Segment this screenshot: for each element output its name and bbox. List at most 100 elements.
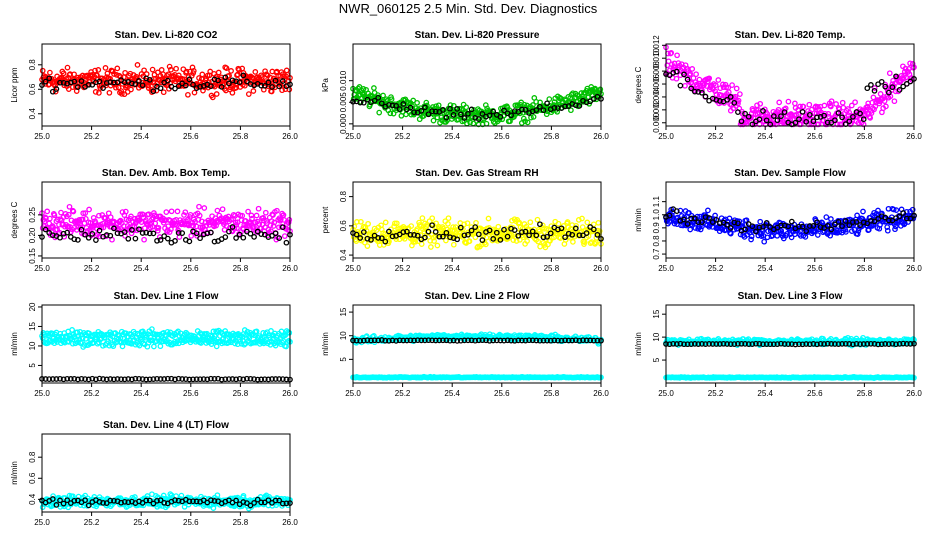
data-point-black: [519, 229, 525, 235]
data-point-black: [283, 239, 290, 246]
data-point: [253, 212, 260, 219]
data-point: [187, 211, 194, 218]
data-point-black: [868, 82, 874, 88]
data-point-black: [389, 233, 396, 240]
data-point-black: [511, 227, 518, 233]
data-point: [419, 215, 426, 221]
data-point-black: [190, 81, 196, 88]
data-point: [196, 212, 203, 219]
data-point: [387, 110, 394, 117]
x-tick-label: 25.8: [544, 132, 560, 141]
data-point-black: [283, 376, 290, 383]
data-point: [524, 119, 531, 126]
data-point: [270, 223, 277, 229]
data-point: [96, 339, 102, 346]
data-point: [134, 62, 141, 68]
x-tick-label: 25.0: [658, 264, 674, 273]
data-point: [431, 238, 437, 244]
data-point-black: [132, 375, 139, 382]
data-point: [149, 66, 156, 73]
data-point-black: [129, 227, 135, 233]
data-point-black: [393, 102, 399, 109]
data-point-black: [172, 376, 178, 383]
data-point-black: [269, 232, 275, 239]
data-point-black: [261, 231, 268, 238]
data-point-black: [803, 118, 810, 125]
data-point-black: [868, 217, 874, 224]
data-point: [286, 86, 293, 93]
data-point: [100, 342, 106, 349]
data-point-black: [251, 376, 257, 382]
x-tick-label: 25.0: [658, 389, 674, 398]
data-point-black: [547, 230, 554, 237]
data-point-black: [857, 110, 863, 117]
data-point: [285, 219, 292, 226]
data-point-black: [436, 233, 443, 240]
data-point: [82, 210, 89, 216]
data-point: [757, 218, 764, 225]
x-tick-label: 25.4: [757, 132, 773, 141]
y-tick-label: 5: [339, 357, 348, 362]
x-tick-label: 25.8: [233, 389, 249, 398]
data-point: [828, 98, 835, 105]
data-point-black: [501, 107, 507, 114]
data-point: [262, 209, 269, 216]
data-point-black: [222, 376, 229, 383]
data-point-black: [85, 376, 92, 383]
data-point: [71, 71, 77, 78]
data-point: [535, 238, 542, 245]
x-tick-label: 26.0: [906, 389, 922, 398]
data-point-black: [46, 376, 53, 382]
data-point: [410, 97, 417, 104]
data-point: [199, 71, 206, 78]
data-point-black: [146, 76, 153, 83]
data-point: [800, 103, 807, 110]
data-point-black: [526, 232, 532, 239]
data-point-black: [233, 376, 239, 383]
data-point: [222, 328, 229, 334]
data-point-black: [233, 235, 239, 241]
plot-panel-4: Stan. Dev. Amb. Box Temp.25.0 25.2 25.4 25.…: [10, 168, 298, 273]
data-point: [203, 223, 210, 229]
data-point: [668, 50, 675, 56]
data-point-black: [454, 106, 461, 112]
y-tick-label: 20: [28, 302, 37, 311]
data-point: [160, 89, 167, 96]
data-point: [530, 114, 537, 120]
data-point-black: [96, 78, 103, 85]
data-point-black: [414, 232, 421, 239]
data-point: [118, 88, 125, 94]
data-point: [380, 92, 386, 99]
x-tick-label: 26.0: [906, 132, 922, 141]
data-point-black: [240, 72, 247, 79]
data-point: [371, 85, 377, 91]
data-point-black: [215, 77, 221, 84]
data-point-black: [146, 230, 153, 237]
data-point-black: [864, 85, 871, 92]
data-point: [797, 103, 803, 110]
data-point: [507, 118, 513, 125]
data-point-black: [493, 229, 500, 236]
y-tick-label: 10: [652, 332, 661, 341]
data-point-black: [368, 236, 374, 243]
plot-frame: [352, 43, 602, 127]
data-point: [864, 103, 871, 110]
data-point-black: [360, 229, 367, 235]
data-point-black: [497, 114, 504, 120]
data-point-black: [200, 376, 207, 382]
data-point-black: [735, 220, 741, 227]
data-point: [687, 70, 694, 77]
data-point: [86, 206, 92, 213]
data-point-black: [146, 376, 153, 383]
plot-title: Stan. Dev. Line 4 (LT) Flow: [103, 420, 229, 431]
data-point-black: [875, 215, 881, 222]
data-point-black: [490, 236, 497, 242]
data-point-black: [143, 229, 150, 236]
data-point-black: [93, 376, 99, 383]
x-tick-label: 25.6: [807, 132, 823, 141]
data-point-black: [594, 231, 601, 238]
data-point: [435, 102, 442, 109]
data-point: [245, 91, 252, 97]
data-point: [209, 338, 216, 345]
